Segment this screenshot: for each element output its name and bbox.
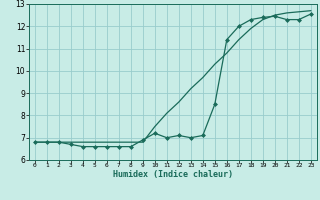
X-axis label: Humidex (Indice chaleur): Humidex (Indice chaleur) (113, 170, 233, 179)
